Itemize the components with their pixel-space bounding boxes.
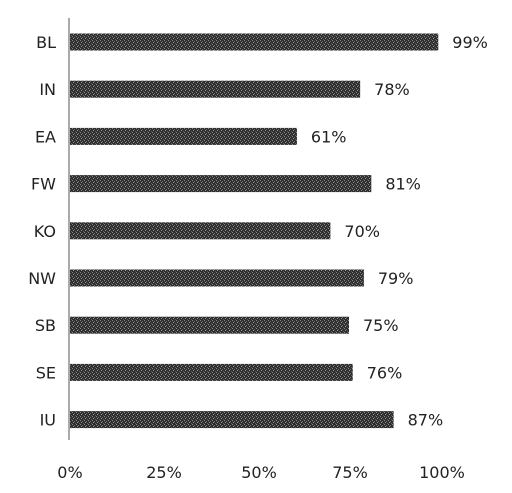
category-label: KO — [34, 222, 56, 241]
bar — [70, 80, 361, 98]
bar — [70, 269, 364, 287]
bar — [70, 222, 331, 240]
x-tick-label: 0% — [57, 463, 82, 482]
category-label: EA — [35, 127, 56, 146]
category-label: SB — [35, 316, 56, 335]
category-label: BL — [36, 33, 56, 52]
data-label: 99% — [452, 33, 488, 52]
bar — [70, 316, 349, 334]
data-label: 70% — [344, 222, 380, 241]
bar — [70, 411, 394, 429]
bar — [70, 127, 297, 145]
category-label: IN — [39, 80, 56, 99]
bars-layer: BL 99% IN 78% EA 61% FW 81% KO 70% NW 79% SB 75% SE 76%… — [28, 33, 488, 482]
category-label: SE — [36, 363, 56, 382]
data-label: 78% — [374, 80, 410, 99]
data-label: 87% — [408, 411, 444, 430]
data-label: 79% — [378, 269, 414, 288]
x-tick-label: 75% — [332, 463, 368, 482]
category-label: FW — [31, 175, 56, 194]
data-label: 75% — [363, 316, 399, 335]
x-tick-label: 100% — [419, 463, 465, 482]
data-label: 61% — [311, 127, 347, 146]
x-tick-label: 25% — [146, 463, 182, 482]
data-label: 76% — [367, 363, 403, 382]
x-tick-label: 50% — [241, 463, 277, 482]
bar — [70, 363, 353, 381]
category-label: NW — [28, 269, 56, 288]
bar — [70, 175, 372, 193]
bar — [70, 33, 439, 51]
category-label: IU — [40, 411, 56, 430]
data-label: 81% — [385, 175, 421, 194]
